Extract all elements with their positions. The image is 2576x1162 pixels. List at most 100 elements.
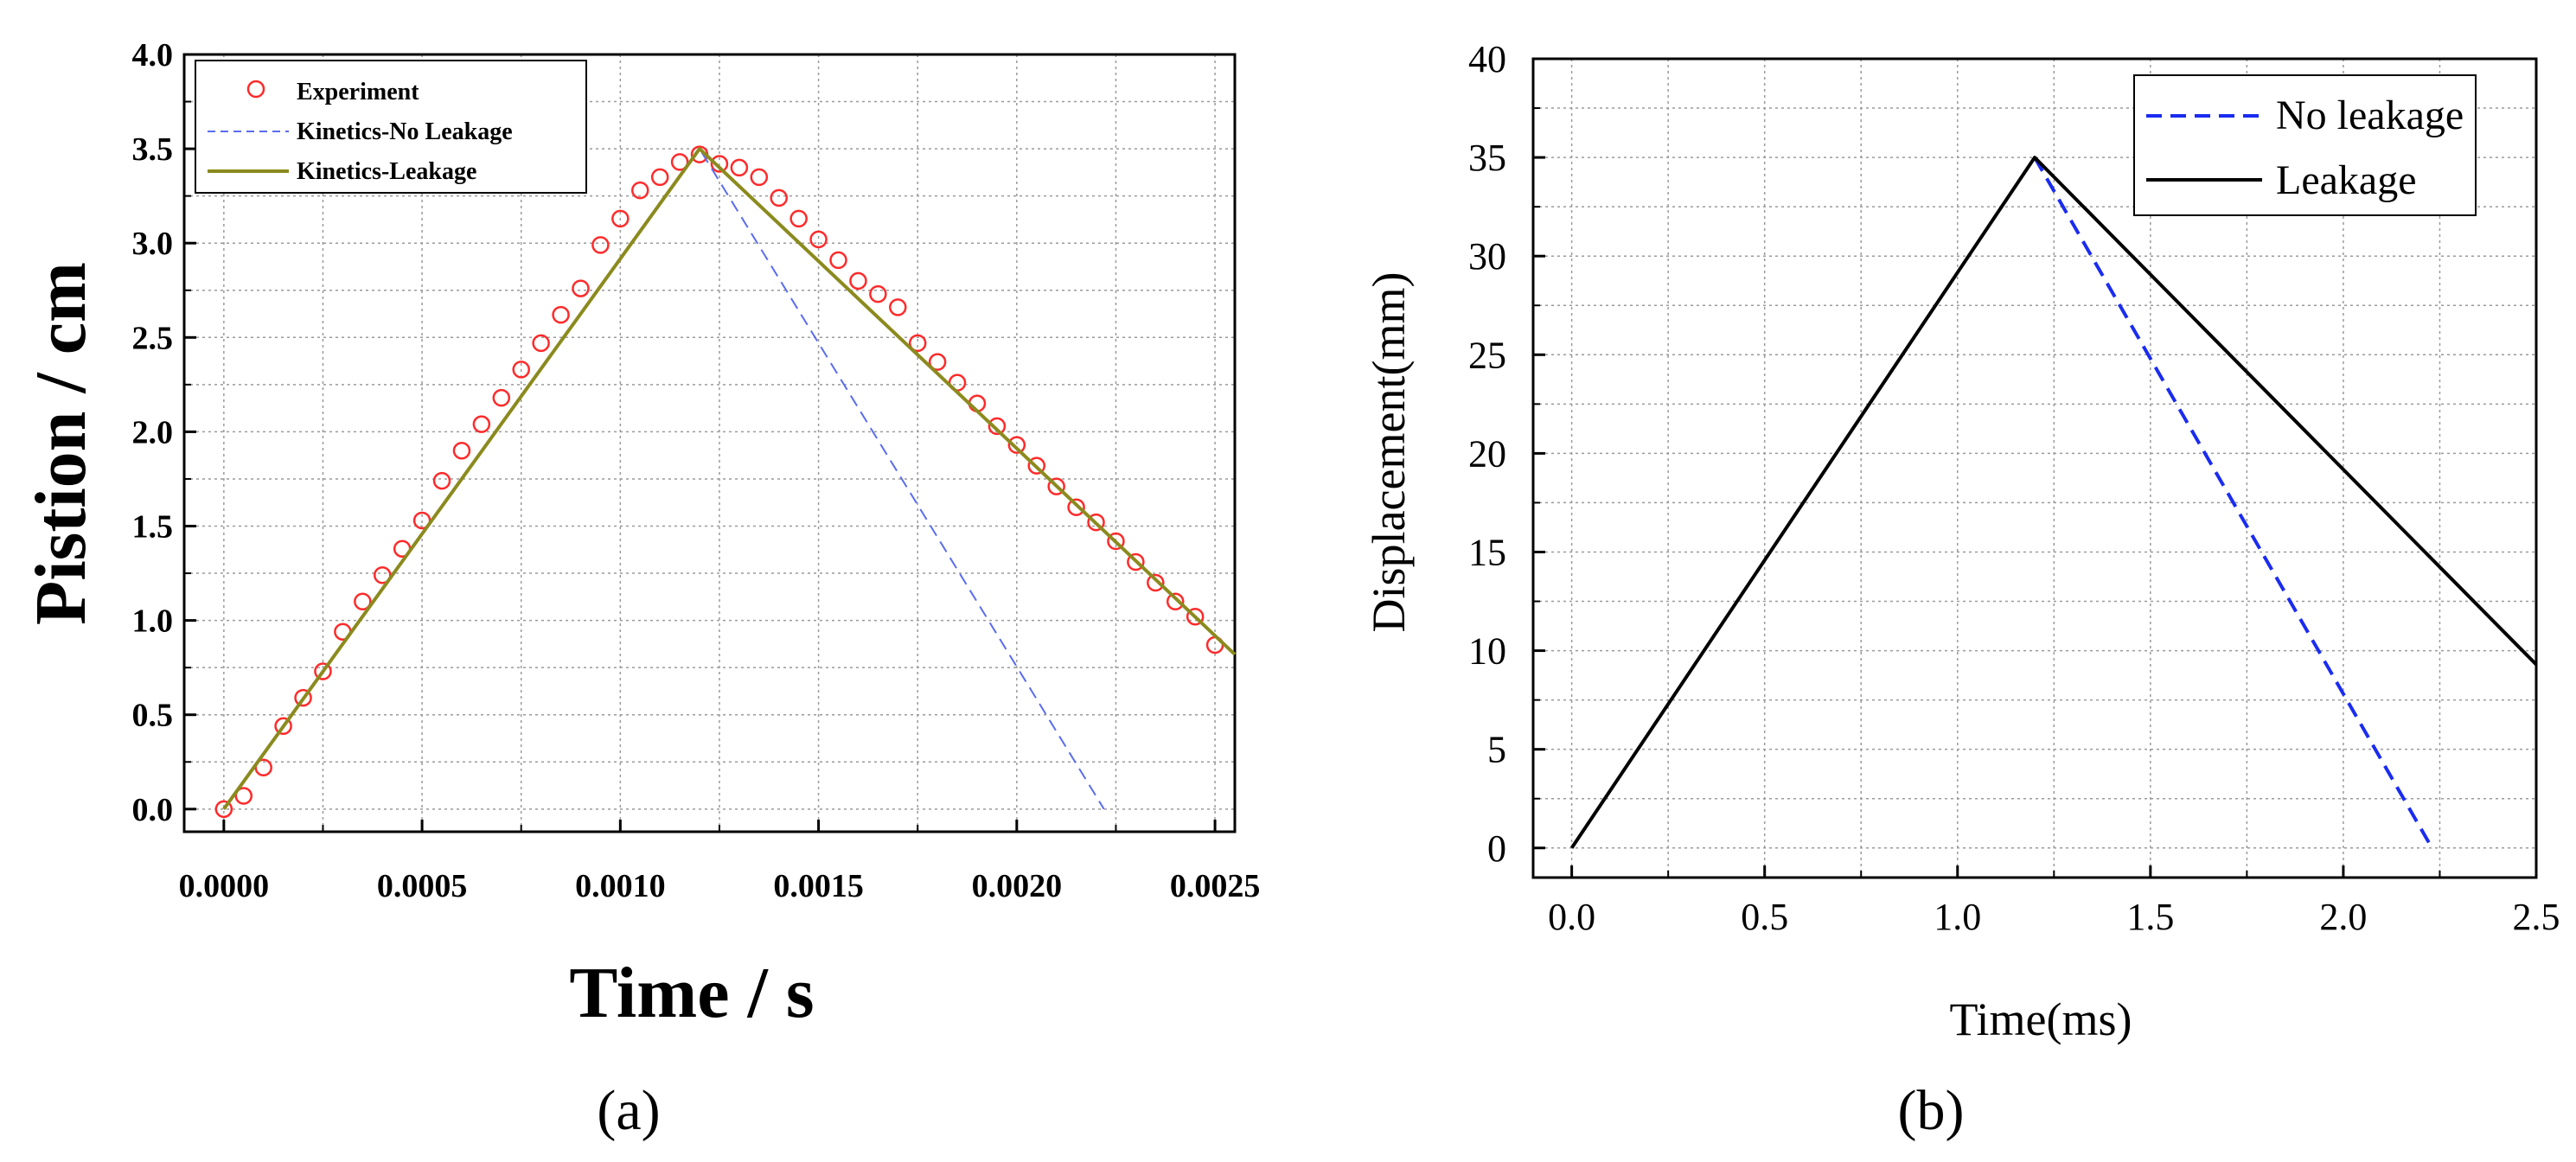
data-point-experiment (214, 800, 233, 819)
data-point-experiment (354, 592, 372, 611)
data-point-experiment (1107, 532, 1125, 551)
chart-a-xlabel: Time / s (569, 953, 814, 1033)
data-point-experiment (809, 230, 828, 249)
chart-b-panel-label: (b) (1898, 1079, 1965, 1142)
data-point-experiment (631, 181, 649, 200)
y-tick-label: 10 (1468, 630, 1506, 673)
data-point-experiment (234, 787, 253, 805)
data-point-experiment (908, 334, 927, 353)
data-point-experiment (432, 471, 451, 490)
chart-a-ticks: 0.0000 0.0005 0.0010 0.0015 0.0020 0.0025 0.0 0… (132, 37, 1261, 904)
legend-marker-experiment (246, 80, 265, 99)
x-tick-label: 2.5 (2513, 896, 2560, 938)
y-tick-label: 40 (1468, 38, 1506, 80)
legend-label-b-leakage: Leakage (2276, 157, 2417, 203)
chart-a-panel-label: (a) (597, 1079, 660, 1142)
data-point-experiment (770, 188, 788, 208)
data-point-experiment (492, 388, 511, 407)
data-point-experiment (1166, 592, 1185, 611)
y-tick-label: 0.5 (132, 698, 174, 734)
y-tick-label: 15 (1468, 531, 1506, 573)
chart-b-legend-box (2133, 74, 2477, 216)
x-tick-label: 1.0 (1934, 896, 1981, 938)
chart-a: 0.0000 0.0005 0.0010 0.0015 0.0020 0.0025 0.0 0… (21, 37, 1260, 1142)
data-point-experiment (670, 153, 689, 171)
x-tick-label: 0.0000 (179, 868, 270, 904)
y-tick-label: 30 (1468, 235, 1506, 278)
data-point-experiment (650, 168, 669, 187)
x-tick-label: 2.0 (2319, 896, 2367, 938)
data-point-experiment (1027, 456, 1046, 475)
x-tick-label: 0.0010 (575, 868, 666, 904)
chart-a-series (214, 145, 1237, 819)
chart-b: 0.0 0.5 1.0 1.5 2.0 2.5 0 5 10 15 20 25 30 35 40 No le… (1363, 38, 2560, 1142)
data-point-experiment (1007, 436, 1026, 454)
data-point-experiment (928, 353, 947, 371)
y-tick-label: 20 (1468, 432, 1506, 475)
chart-b-plot-frame (1531, 57, 2538, 879)
series-line-kinetics-leakage (222, 147, 1237, 810)
data-point-experiment (789, 209, 808, 228)
y-tick-label: 2.5 (132, 320, 174, 356)
data-point-experiment (1067, 498, 1085, 516)
data-point-experiment (710, 155, 729, 173)
data-point-experiment (611, 209, 630, 228)
data-point-experiment (373, 565, 392, 584)
data-point-experiment (472, 415, 491, 433)
y-tick-label: 2.0 (132, 414, 174, 450)
x-tick-label: 0.0025 (1170, 868, 1261, 904)
data-point-experiment (889, 298, 907, 316)
y-tick-label: 5 (1487, 729, 1506, 771)
y-tick-label: 1.5 (132, 509, 174, 546)
series-line-leakage (1569, 156, 2538, 849)
data-point-experiment (730, 158, 749, 177)
data-point-experiment (849, 271, 867, 290)
y-tick-label: 25 (1468, 334, 1506, 376)
legend-label-leakage: Kinetics-Leakage (297, 158, 476, 185)
data-point-experiment (1186, 607, 1205, 626)
x-tick-label: 0.0020 (972, 868, 1063, 904)
data-point-experiment (1147, 573, 1165, 592)
legend-label-b-no-leakage: No leakage (2276, 93, 2464, 138)
series-line-no-leakage (2033, 156, 2434, 849)
x-tick-label: 1.5 (2126, 896, 2174, 938)
x-tick-label: 0.5 (1741, 896, 1788, 938)
data-point-experiment (1047, 477, 1065, 495)
data-point-experiment (829, 251, 847, 270)
chart-b-series (1569, 156, 2538, 849)
data-point-experiment (552, 305, 570, 324)
x-tick-label: 0.0015 (773, 868, 864, 904)
data-point-experiment (532, 334, 550, 353)
chart-b-ticks: 0.0 0.5 1.0 1.5 2.0 2.5 0 5 10 15 20 25 30 35 40 (1468, 38, 2560, 938)
chart-a-plot-frame (182, 53, 1237, 833)
chart-b-ylabel: Displacement(mm) (1363, 272, 1415, 633)
y-tick-label: 0 (1487, 827, 1506, 870)
data-point-experiment (1127, 552, 1145, 571)
y-tick-label: 1.0 (132, 603, 174, 640)
y-tick-label: 3.0 (132, 226, 174, 262)
chart-b-xlabel: Time(ms) (1949, 993, 2132, 1045)
chart-a-legend: Experiment Kinetics-No Leakage Kinetics-… (195, 60, 587, 194)
y-tick-label: 0.0 (132, 792, 174, 828)
data-point-experiment (869, 284, 887, 303)
x-tick-label: 0.0005 (377, 868, 468, 904)
data-point-experiment (750, 168, 769, 187)
data-point-experiment (314, 662, 332, 680)
chart-a-ylabel: Pistion / cm (21, 262, 101, 625)
data-point-experiment (572, 279, 590, 297)
y-tick-label: 35 (1468, 137, 1506, 179)
data-point-experiment (274, 717, 292, 736)
chart-b-legend: No leakage Leakage (2133, 74, 2477, 216)
y-tick-label: 3.5 (132, 131, 174, 168)
legend-label-no-leakage: Kinetics-No Leakage (297, 118, 513, 145)
y-tick-label: 4.0 (132, 37, 174, 73)
x-tick-label: 0.0 (1548, 896, 1595, 938)
data-point-experiment (1087, 513, 1105, 532)
legend-label-experiment: Experiment (297, 79, 419, 105)
data-point-experiment (294, 688, 312, 707)
data-point-experiment (452, 441, 471, 460)
data-point-experiment (988, 417, 1007, 436)
data-point-experiment (512, 361, 530, 379)
data-point-experiment (591, 236, 610, 254)
